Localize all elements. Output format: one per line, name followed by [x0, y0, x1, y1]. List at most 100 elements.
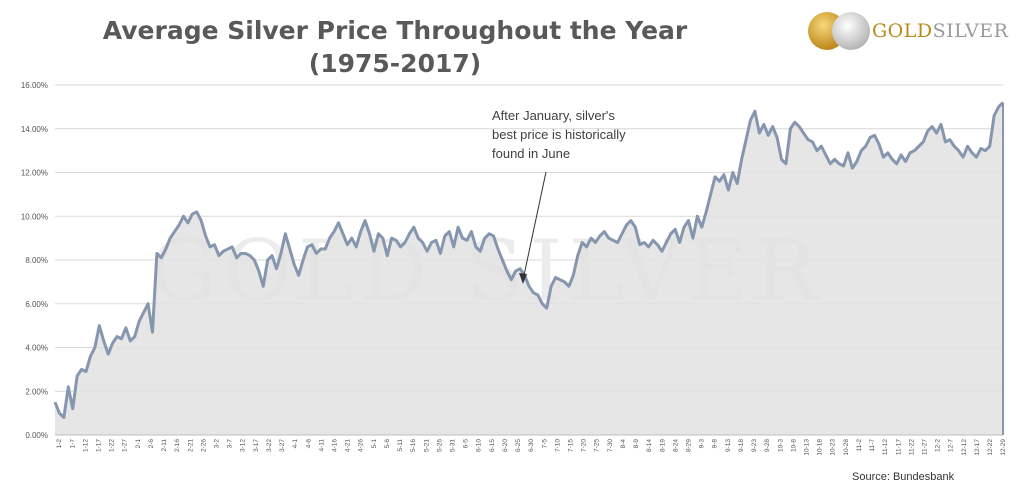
- x-tick-label: 9-23: [751, 439, 758, 452]
- x-tick-label: 1-17: [96, 439, 103, 452]
- x-tick-label: 11-7: [869, 439, 876, 452]
- x-tick-label: 6-25: [515, 439, 522, 452]
- x-tick-label: 2-11: [161, 439, 168, 452]
- y-tick-label: 12.00%: [21, 169, 48, 178]
- x-tick-label: 9-3: [699, 439, 706, 449]
- x-tick-label: 5-6: [384, 439, 391, 449]
- chart-title: Average Silver Price Throughout the Year…: [70, 14, 720, 80]
- y-tick-label: 14.00%: [21, 125, 48, 134]
- x-tick-label: 2-21: [187, 439, 194, 452]
- x-tick-label: 11-22: [908, 439, 915, 456]
- x-tick-label: 7-20: [581, 439, 588, 452]
- x-tick-label: 10-13: [804, 439, 811, 456]
- x-tick-label: 3-12: [240, 439, 247, 452]
- chart-title-line2: (1975-2017): [308, 49, 482, 78]
- annotation-line1: After January, silver's: [492, 108, 615, 123]
- annotation-arrow-line: [522, 171, 547, 281]
- annotation-line2: best price is historically: [492, 127, 626, 142]
- x-tick-label: 8-4: [620, 439, 627, 449]
- goldsilver-logo: GOLDSILVER: [808, 12, 1008, 56]
- x-tick-label: 12-29: [1000, 439, 1007, 456]
- x-tick-label: 2-6: [148, 439, 155, 449]
- x-tick-label: 2-16: [174, 439, 181, 452]
- y-tick-label: 8.00%: [25, 256, 48, 265]
- x-tick-label: 10-23: [830, 439, 837, 456]
- x-tick-label: 2-26: [200, 439, 207, 452]
- x-tick-label: 5-16: [410, 439, 417, 452]
- x-tick-label: 12-22: [987, 439, 994, 456]
- x-tick-label: 5-21: [423, 439, 430, 452]
- x-tick-label: 8-9: [633, 439, 640, 449]
- x-tick-label: 6-15: [489, 439, 496, 452]
- x-tick-label: 4-21: [345, 439, 352, 452]
- x-tick-label: 8-29: [686, 439, 693, 452]
- y-tick-label: 10.00%: [21, 212, 48, 221]
- x-tick-label: 10-28: [843, 439, 850, 456]
- x-tick-label: 11-2: [856, 439, 863, 452]
- x-tick-label: 7-10: [554, 439, 561, 452]
- x-tick-label: 12-2: [935, 439, 942, 452]
- x-tick-label: 3-7: [227, 439, 234, 449]
- x-tick-label: 3-17: [253, 439, 260, 452]
- source-label: Source: Bundesbank: [852, 471, 955, 483]
- x-tick-label: 1-12: [82, 439, 89, 452]
- x-tick-label: 4-26: [358, 439, 365, 452]
- x-tick-label: 3-27: [279, 439, 286, 452]
- y-tick-label: 6.00%: [25, 300, 48, 309]
- silver-coin-icon: [832, 12, 870, 50]
- x-tick-label: 2-1: [135, 439, 142, 449]
- x-tick-label: 9-28: [764, 439, 771, 452]
- x-tick-label: 4-1: [292, 439, 299, 449]
- x-tick-label: 10-8: [790, 439, 797, 452]
- x-tick-label: 9-13: [725, 439, 732, 452]
- x-tick-label: 1-2: [56, 439, 63, 449]
- annotation: After January, silver's best price is hi…: [492, 108, 626, 284]
- x-tick-label: 1-22: [109, 439, 116, 452]
- x-tick-label: 12-7: [948, 439, 955, 452]
- x-tick-label: 3-22: [266, 439, 273, 452]
- logo-text-gold: GOLD: [872, 20, 933, 42]
- area-fill: [55, 102, 1003, 435]
- x-tick-label: 7-30: [607, 439, 614, 452]
- x-tick-label: 5-26: [436, 439, 443, 452]
- area-layer: [53, 101, 1005, 435]
- x-tick-label: 9-18: [738, 439, 745, 452]
- x-tick-label: 6-10: [476, 439, 483, 452]
- x-tick-label: 5-31: [450, 439, 457, 452]
- x-tick-label: 7-25: [594, 439, 601, 452]
- y-tick-label: 0.00%: [25, 431, 48, 440]
- x-tick-label: 10-3: [777, 439, 784, 452]
- x-tick-label: 11-27: [922, 439, 929, 456]
- y-tick-label: 2.00%: [25, 387, 48, 396]
- x-tick-label: 6-20: [502, 439, 509, 452]
- logo-wordmark: GOLDSILVER: [872, 20, 1008, 42]
- y-tick-label: 4.00%: [25, 344, 48, 353]
- x-tick-label: 8-19: [659, 439, 666, 452]
- x-tick-label: 9-8: [712, 439, 719, 449]
- x-axis: 1-2 1-7 1-12 1-17 1-22 1-27 2-1 2-6 2-11 2-16 2-21…: [55, 434, 1007, 456]
- x-tick-label: 4-11: [318, 439, 325, 452]
- x-tick-label: 6-5: [463, 439, 470, 449]
- x-tick-label: 5-1: [371, 439, 378, 449]
- chart-title-line1: Average Silver Price Throughout the Year: [102, 16, 688, 45]
- x-tick-label: 11-17: [895, 439, 902, 456]
- x-tick-label: 6-30: [528, 439, 535, 452]
- x-tick-label: 5-11: [397, 439, 404, 452]
- x-tick-label: 4-6: [305, 439, 312, 449]
- x-tick-label: 7-5: [541, 439, 548, 449]
- annotation-arrowhead: [519, 273, 527, 284]
- x-tick-label: 8-14: [646, 439, 653, 452]
- annotation-line3: found in June: [492, 146, 570, 161]
- x-tick-label: 8-24: [672, 439, 679, 452]
- series-line: [53, 101, 1005, 419]
- x-tick-label: 1-27: [122, 439, 129, 452]
- x-tick-label: 4-16: [332, 439, 339, 452]
- x-tick-label: 3-2: [214, 439, 221, 449]
- x-tick-label: 10-18: [817, 439, 824, 456]
- y-tick-label: 16.00%: [21, 81, 48, 90]
- logo-text-silver: SILVER: [932, 20, 1009, 42]
- x-tick-label: 1-7: [69, 439, 76, 449]
- y-axis: 0.00% 2.00% 4.00% 6.00% 8.00% 10.00% 12.00% 14.…: [21, 81, 48, 440]
- x-tick-label: 12-12: [961, 439, 968, 456]
